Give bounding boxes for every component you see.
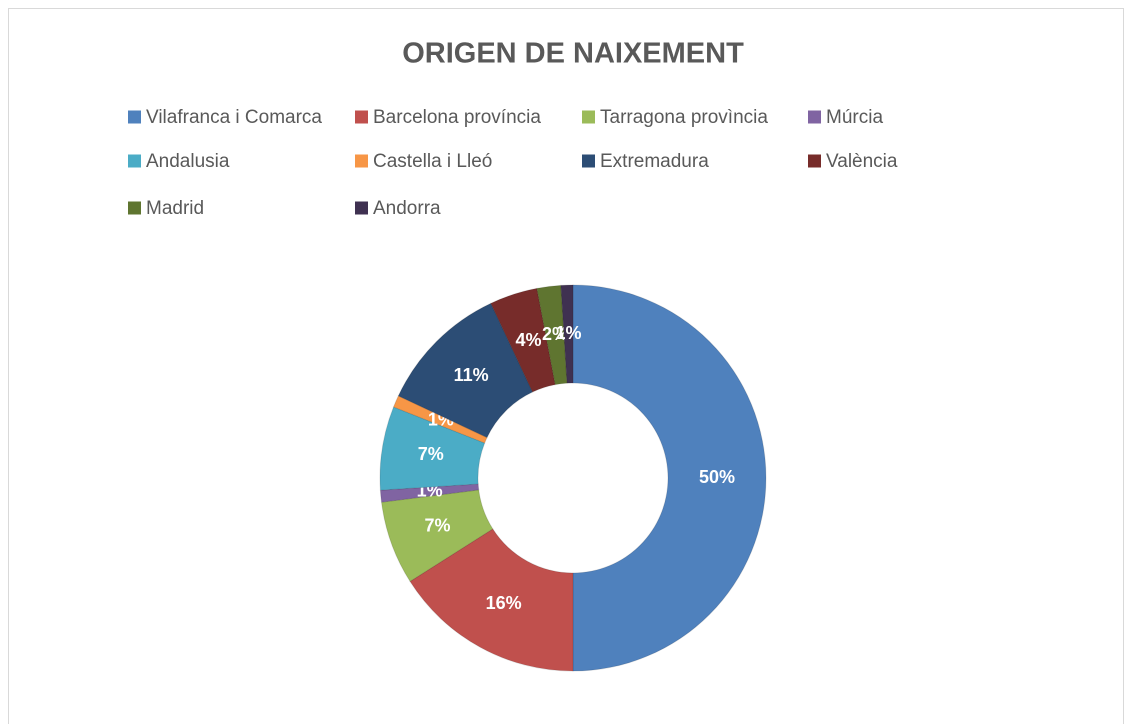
legend-label: Madrid [146, 198, 204, 219]
legend-swatch [355, 154, 368, 168]
legend-swatch [808, 154, 821, 168]
legend-label: Extremadura [600, 151, 709, 172]
legend-label: Andorra [373, 198, 441, 219]
legend-label: València [826, 151, 898, 172]
legend-label: Castella i Lleó [373, 151, 492, 172]
legend-label: Múrcia [826, 107, 883, 128]
slice-label: 11% [454, 365, 489, 385]
legend-label: Tarragona provìncia [600, 107, 768, 128]
legend-swatch [128, 110, 141, 124]
doughnut-slice [397, 302, 534, 439]
slice-label: 4% [515, 330, 541, 350]
legend-label: Vilafranca i Comarca [146, 107, 322, 128]
legend-swatch [128, 201, 141, 215]
slice-label: 7% [425, 516, 451, 536]
doughnut-slice [560, 284, 574, 384]
legend-swatch [355, 110, 368, 124]
legend-label: Andalusia [146, 151, 230, 172]
slice-label: 1% [555, 323, 581, 343]
doughnut-slice [490, 287, 556, 393]
doughnut-slice [379, 406, 486, 491]
slice-label: 50% [699, 467, 735, 487]
slice-label: 16% [486, 593, 522, 613]
legend-label: Barcelona província [373, 107, 541, 128]
slice-label: 7% [418, 444, 444, 464]
legend-swatch [582, 154, 595, 168]
doughnut-slice [409, 528, 574, 672]
legend-swatch [128, 154, 141, 168]
legend-swatch [355, 201, 368, 215]
legend-swatch [808, 110, 821, 124]
chart-title: ORIGEN DE NAIXEMENT [402, 38, 744, 70]
doughnut-slice [392, 395, 488, 444]
doughnut-slice [572, 284, 767, 672]
slice-label: 2% [542, 324, 568, 344]
legend-swatch [582, 110, 595, 124]
